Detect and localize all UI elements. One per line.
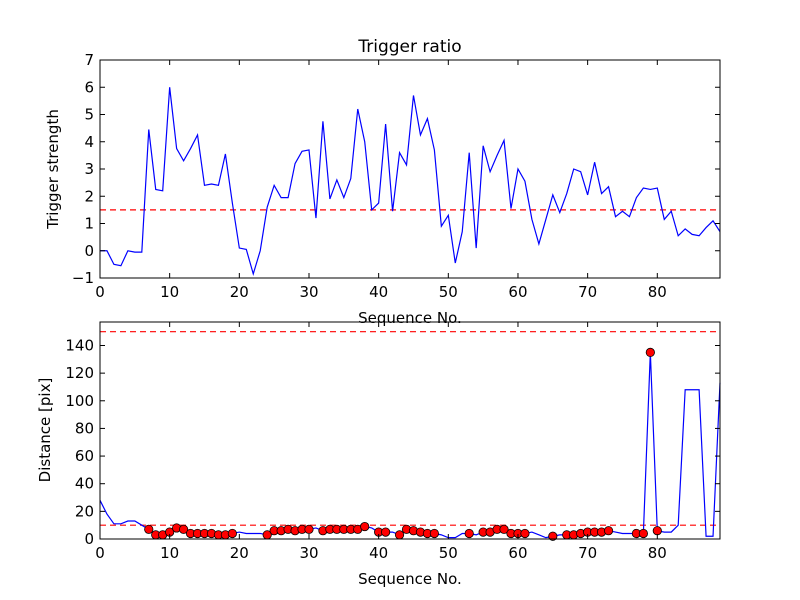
- top-y-tick-label: 1: [84, 215, 94, 233]
- top-panel: Trigger ratio 0 10 20 30 40 50 60 70 80−10123456…: [44, 37, 721, 327]
- top-x-tick-label: 40: [369, 283, 388, 301]
- top-y-tick-label: 5: [84, 106, 94, 124]
- bottom-x-tick-label: 50: [439, 544, 458, 562]
- bottom-marker-point: [652, 526, 662, 536]
- top-y-tick-label: 0: [84, 242, 94, 260]
- top-x-tick-label: 50: [439, 283, 458, 301]
- bottom-marker-point: [464, 528, 474, 539]
- bottom-marker-point: [429, 528, 439, 539]
- bottom-marker-point: [603, 526, 614, 536]
- bottom-marker-point: [520, 528, 530, 539]
- top-x-tick-label: 60: [508, 283, 527, 301]
- top-y-axis-label: Trigger strength: [44, 109, 62, 230]
- bottom-marker-point: [638, 528, 648, 539]
- bottom-x-axis-label: Sequence No.: [358, 570, 462, 588]
- top-y-tick-label: 6: [84, 78, 94, 96]
- bottom-marker-point: [360, 521, 370, 532]
- bottom-plot-area: 0 10 20 30 40 50 60 70 80 0 20 40 60 80 100 120 140: [65, 322, 721, 562]
- bottom-marker-point: [144, 524, 154, 534]
- bottom-x-tick-label: 60: [508, 544, 527, 562]
- bottom-marker-point: [178, 524, 189, 534]
- bottom-x-tick-label: 30: [299, 544, 318, 562]
- top-y-tick-label: −1: [72, 269, 94, 287]
- top-x-tick-label: 80: [648, 283, 667, 301]
- top-axes-frame: [99, 59, 721, 279]
- bottom-x-tick-label: 10: [160, 544, 179, 562]
- bottom-x-tick-label: 80: [648, 544, 667, 562]
- bottom-y-tick-label: 40: [75, 475, 94, 493]
- bottom-marker-point: [394, 530, 405, 540]
- top-chart-title: Trigger ratio: [357, 37, 461, 57]
- bottom-y-tick-label: 100: [65, 392, 94, 410]
- top-y-tick-label: 2: [84, 187, 94, 205]
- bottom-panel: 0 10 20 30 40 50 60 70 80 0 20 40 60 80 100 120 140 Sequ…: [36, 321, 721, 588]
- bottom-y-tick-label: 60: [75, 447, 94, 465]
- bottom-marker-point: [304, 524, 314, 534]
- bottom-x-tick-label: 40: [369, 544, 388, 562]
- top-x-tick-label: 10: [160, 283, 179, 301]
- bottom-x-tick-label: 70: [578, 544, 597, 562]
- bottom-marker-point: [548, 531, 558, 541]
- bottom-series-line: [99, 352, 721, 539]
- bottom-x-tick-label: 0: [95, 544, 105, 562]
- top-x-tick-label: 20: [230, 283, 249, 301]
- bottom-y-tick-label: 0: [84, 530, 94, 548]
- top-y-tick-label: 3: [84, 160, 94, 178]
- top-y-tick-label: 4: [84, 133, 94, 151]
- bottom-y-tick-label: 140: [65, 336, 94, 354]
- bottom-marker-point: [645, 347, 655, 358]
- top-x-tick-label: 0: [95, 283, 105, 301]
- bottom-marker-point: [381, 527, 391, 537]
- bottom-marker-point: [499, 524, 509, 534]
- bottom-axes-frame: [99, 321, 721, 540]
- bottom-y-tick-label: 20: [75, 502, 94, 520]
- bottom-y-tick-label: 80: [75, 419, 94, 437]
- top-y-tick-label: 7: [84, 51, 94, 69]
- bottom-marker-point: [227, 528, 237, 539]
- bottom-y-tick-label: 120: [65, 364, 94, 382]
- top-series-line: [100, 87, 721, 277]
- top-x-tick-label: 30: [299, 283, 318, 301]
- top-x-axis-label: Sequence No.: [358, 309, 462, 327]
- top-x-tick-label: 70: [578, 283, 597, 301]
- bottom-y-axis-label: Distance [pix]: [36, 378, 54, 483]
- bottom-x-tick-label: 20: [230, 544, 249, 562]
